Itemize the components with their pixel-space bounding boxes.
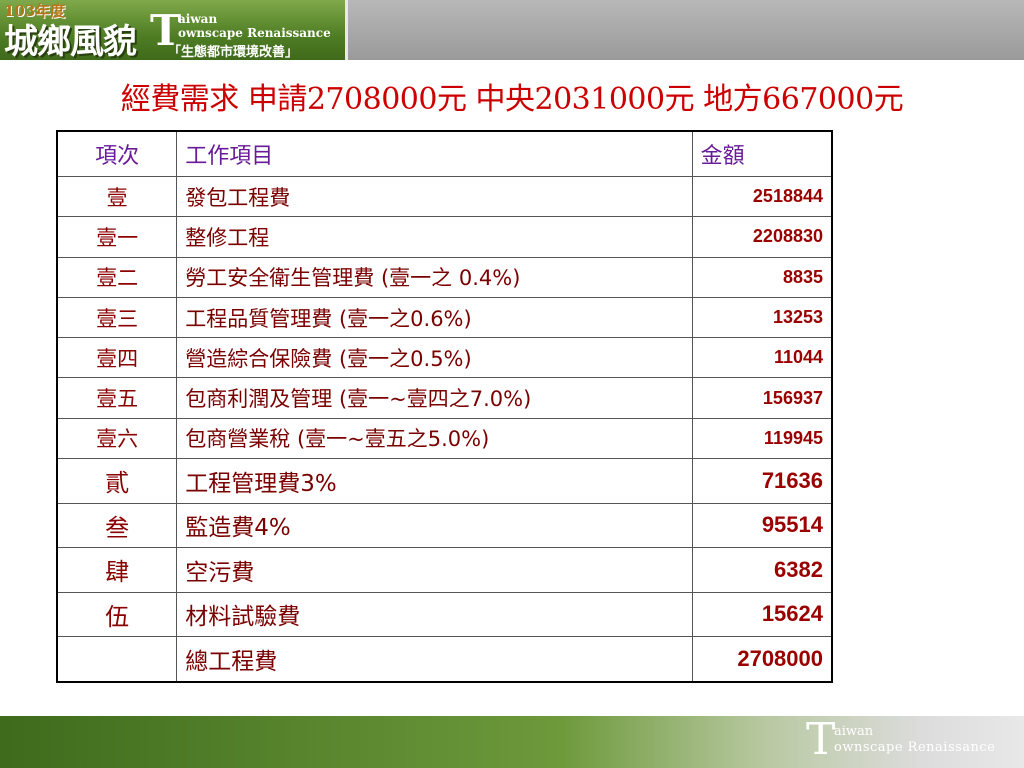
- logo-year: 103年度: [4, 2, 66, 20]
- title-unit-1: 元 中央: [436, 82, 535, 117]
- row-amount: 71636: [691, 458, 833, 504]
- row-index: [56, 636, 178, 683]
- row-index: 壹六: [56, 417, 178, 460]
- header-item: 工作項目: [176, 130, 693, 177]
- title-label: 經費需求 申請: [120, 82, 308, 117]
- budget-table: 項次 工作項目 金額 壹 發包工程費 2518844 壹一 整修工程 22088…: [56, 130, 833, 683]
- table-row: 肆 空污費 6382: [56, 547, 833, 593]
- row-index: 壹二: [56, 256, 178, 298]
- row-item: 空污費: [176, 547, 693, 593]
- row-item: 工程品質管理費 (壹一之0.6%): [176, 296, 693, 339]
- logo-letter-t: T: [150, 6, 182, 55]
- footer-english-line1: aiwan: [834, 724, 874, 739]
- row-index: 叁: [56, 502, 178, 549]
- footer-english-line2: ownscape Renaissance: [834, 740, 996, 755]
- table-row: 壹一 整修工程 2208830: [56, 216, 833, 258]
- row-item: 營造綜合保險費 (壹一之0.5%): [176, 337, 693, 379]
- header-index: 項次: [56, 130, 178, 177]
- row-item: 監造費4%: [176, 502, 693, 549]
- table-row: 伍 材料試驗費 15624: [56, 591, 833, 638]
- table-row: 壹二 勞工安全衛生管理費 (壹一之 0.4%) 8835: [56, 256, 833, 298]
- row-index: 伍: [56, 591, 178, 638]
- row-amount: 11044: [691, 337, 833, 379]
- table-row: 壹四 營造綜合保險費 (壹一之0.5%) 11044: [56, 337, 833, 379]
- row-item: 總工程費: [176, 636, 693, 683]
- local-amount: 667000: [762, 82, 874, 117]
- program-logo: 103年度 城鄉風貌 T aiwan ownscape Renaissance …: [0, 0, 348, 62]
- row-amount: 13253: [691, 296, 833, 339]
- logo-subtitle: 「生態都市環境改善」: [168, 45, 299, 60]
- logo-english-line1: aiwan: [178, 12, 218, 26]
- row-item: 包商利潤及管理 (壹一~壹四之7.0%): [176, 377, 693, 419]
- row-index: 壹: [56, 175, 178, 218]
- top-banner: 103年度 城鄉風貌 T aiwan ownscape Renaissance …: [0, 0, 1024, 62]
- row-item: 整修工程: [176, 216, 693, 258]
- row-index: 壹五: [56, 377, 178, 419]
- row-index: 貳: [56, 458, 178, 504]
- row-item: 材料試驗費: [176, 591, 693, 638]
- bottom-banner: [0, 716, 1024, 768]
- row-item: 發包工程費: [176, 175, 693, 218]
- table-total-row: 總工程費 2708000: [56, 636, 833, 683]
- table-row: 壹三 工程品質管理費 (壹一之0.6%) 13253: [56, 296, 833, 339]
- row-index: 壹四: [56, 337, 178, 379]
- central-amount: 2031000: [534, 82, 666, 117]
- table-row: 壹 發包工程費 2518844: [56, 175, 833, 218]
- table-header-row: 項次 工作項目 金額: [56, 130, 833, 177]
- logo-english-line2: ownscape Renaissance: [178, 26, 331, 40]
- row-amount: 2208830: [691, 216, 833, 258]
- row-index: 壹一: [56, 216, 178, 258]
- title-unit-2: 元 地方: [664, 82, 763, 117]
- table-row: 貳 工程管理費3% 71636: [56, 458, 833, 504]
- table-row: 叁 監造費4% 95514: [56, 502, 833, 549]
- table-row: 壹六 包商營業稅 (壹一~壹五之5.0%) 119945: [56, 417, 833, 460]
- row-index: 壹三: [56, 296, 178, 339]
- logo-title: 城鄉風貌: [4, 22, 137, 62]
- row-amount: 119945: [691, 417, 833, 460]
- requested-amount: 2708000: [306, 82, 438, 117]
- row-item: 勞工安全衛生管理費 (壹一之 0.4%): [176, 256, 693, 298]
- row-amount: 6382: [691, 547, 833, 593]
- header-amount: 金額: [691, 130, 833, 177]
- row-amount: 2708000: [691, 636, 833, 683]
- row-amount: 95514: [691, 502, 833, 549]
- row-item: 包商營業稅 (壹一~壹五之5.0%): [176, 417, 693, 460]
- row-item: 工程管理費3%: [176, 458, 693, 504]
- row-index: 肆: [56, 547, 178, 593]
- row-amount: 8835: [691, 256, 833, 298]
- row-amount: 156937: [691, 377, 833, 419]
- table-row: 壹五 包商利潤及管理 (壹一~壹四之7.0%) 156937: [56, 377, 833, 419]
- page-title: 經費需求 申請2708000元 中央2031000元 地方667000元: [0, 74, 1024, 118]
- footer-letter-t: T: [806, 714, 836, 765]
- row-amount: 2518844: [691, 175, 833, 218]
- title-unit-3: 元: [873, 82, 904, 117]
- row-amount: 15624: [691, 591, 833, 638]
